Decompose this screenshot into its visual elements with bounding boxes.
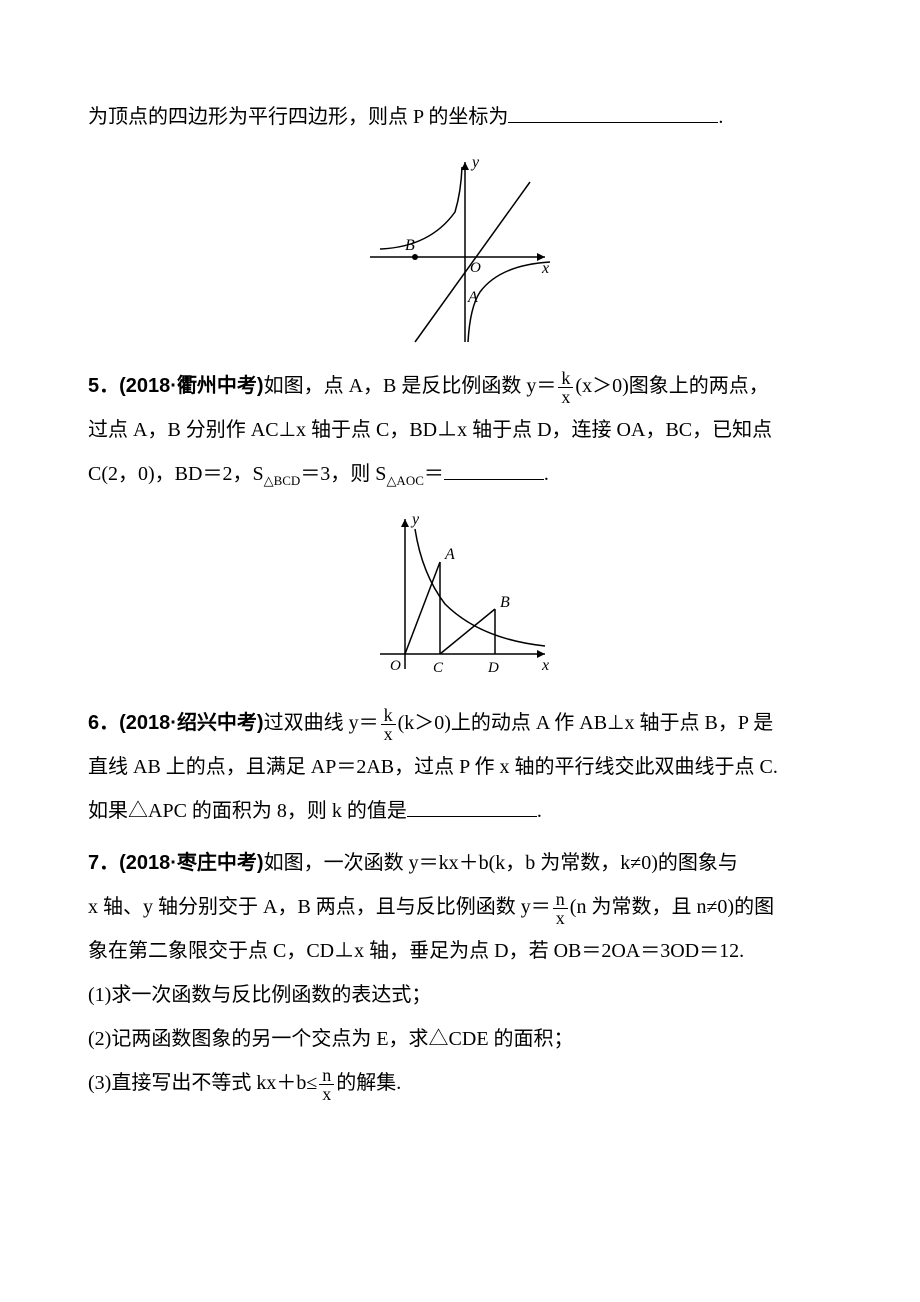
- p6-blank: [407, 797, 537, 817]
- p6-line2: 直线 AB 上的点，且满足 AP＝2AB，过点 P 作 x 轴的平行线交此双曲线…: [88, 745, 832, 789]
- p4-figure: y x O B A: [88, 147, 832, 352]
- p5-source: (2018·衢州中考): [119, 375, 263, 397]
- p7-l2a: x 轴、y 轴分别交于 A，B 两点，且与反比例函数 y＝: [88, 896, 551, 918]
- svg-text:y: y: [470, 154, 480, 171]
- p7-q2: (2)记两函数图象的另一个交点为 E，求△CDE 的面积；: [88, 1017, 832, 1061]
- p7-q1: (1)求一次函数与反比例函数的表达式；: [88, 973, 832, 1017]
- p5-period: .: [544, 463, 549, 485]
- p6-t2: (k＞0)上的动点 A 作 AB⊥x 轴于点 B，P 是: [398, 712, 774, 734]
- problem-7: 7．(2018·枣庄中考)如图，一次函数 y＝kx＋b(k，b 为常数，k≠0)…: [88, 841, 832, 1105]
- svg-text:D: D: [487, 660, 499, 676]
- p6-num: 6．: [88, 712, 119, 734]
- p7-q3b: 的解集.: [336, 1072, 401, 1094]
- p6-source: (2018·绍兴中考): [119, 712, 263, 734]
- p4-period: .: [718, 106, 723, 128]
- svg-text:y: y: [410, 511, 420, 528]
- p4-text: 为顶点的四边形为平行四边形，则点 P 的坐标为: [88, 106, 508, 128]
- problem-6: 6．(2018·绍兴中考)过双曲线 y＝kx(k＞0)上的动点 A 作 AB⊥x…: [88, 701, 832, 833]
- p4-blank: [508, 103, 718, 123]
- p5-num: 5．: [88, 375, 119, 397]
- svg-text:C: C: [433, 660, 444, 676]
- problem-5: 5．(2018·衢州中考)如图，点 A，B 是反比例函数 y＝kx(x＞0)图象…: [88, 364, 832, 496]
- p7-l2b: (n 为常数，且 n≠0)的图: [570, 896, 774, 918]
- p5-t2: (x＞0)图象上的两点，: [575, 375, 768, 397]
- p7-num: 7．: [88, 852, 119, 874]
- p6-l3b: .: [537, 800, 542, 822]
- p5-line2: 过点 A，B 分别作 AC⊥x 轴于点 C，BD⊥x 轴于点 D，连接 OA，B…: [88, 408, 832, 452]
- p5-sub2: △AOC: [386, 473, 423, 488]
- svg-text:B: B: [405, 237, 415, 254]
- p7-line3: 象在第二象限交于点 C，CD⊥x 轴，垂足为点 D，若 OB＝2OA＝3OD＝1…: [88, 929, 832, 973]
- p7-t1: 如图，一次函数 y＝kx＋b(k，b 为常数，k≠0)的图象与: [264, 852, 738, 874]
- p5-l3c: ＝: [424, 463, 444, 485]
- p6-t1: 过双曲线 y＝: [264, 712, 379, 734]
- p5-t1: 如图，点 A，B 是反比例函数 y＝: [264, 375, 557, 397]
- p5-l3b: ＝3，则 S: [300, 463, 386, 485]
- svg-text:B: B: [500, 594, 510, 611]
- p5-frac: kx: [558, 369, 573, 406]
- svg-text:O: O: [390, 658, 401, 674]
- p5-blank: [444, 460, 544, 480]
- p7-q3a: (3)直接写出不等式 kx＋b≤: [88, 1072, 317, 1094]
- svg-text:A: A: [467, 289, 478, 306]
- problem-4-continuation: 为顶点的四边形为平行四边形，则点 P 的坐标为.: [88, 95, 832, 139]
- p5-svg: y x O A B C D: [360, 504, 560, 684]
- p7-source: (2018·枣庄中考): [119, 852, 263, 874]
- p7-q3-frac: nx: [319, 1066, 334, 1103]
- p5-sub1: △BCD: [264, 473, 301, 488]
- svg-text:x: x: [541, 657, 549, 674]
- p5-figure: y x O A B C D: [88, 504, 832, 689]
- p5-l3a: C(2，0)，BD＝2，S: [88, 463, 264, 485]
- p6-frac: kx: [381, 706, 396, 743]
- p6-l3a: 如果△APC 的面积为 8，则 k 的值是: [88, 800, 407, 822]
- svg-text:A: A: [444, 546, 455, 563]
- p7-frac: nx: [553, 890, 568, 927]
- p4-svg: y x O B A: [360, 147, 560, 347]
